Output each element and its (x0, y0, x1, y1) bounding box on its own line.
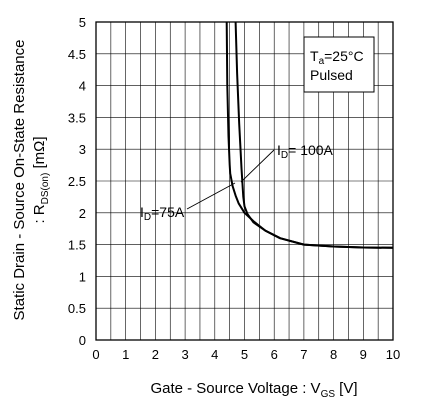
y-tick-label: 4 (79, 79, 86, 94)
x-tick-label: 2 (152, 347, 159, 362)
y-tick-label: 4.5 (68, 47, 86, 62)
x-tick-label: 10 (386, 347, 400, 362)
plot-frame (95, 21, 394, 341)
x-tick-labels: 0 1 2 3 4 5 6 7 8 9 10 (92, 347, 400, 362)
condition-box-frame (303, 36, 375, 93)
y-tick-labels: 0 0.5 1 1.5 2 2.5 3 3.5 4 4.5 5 (68, 15, 86, 348)
series-layer (225, 21, 394, 249)
y-tick-label: 3 (79, 142, 86, 157)
x-tick-label: 4 (211, 347, 218, 362)
y-axis-label-line2: : RDS(on) [mΩ] (31, 136, 51, 223)
y-tick-label: 3.5 (68, 110, 86, 125)
x-tick-label: 8 (330, 347, 337, 362)
x-tick-label: 7 (300, 347, 307, 362)
series-line-id100a (234, 21, 394, 249)
condition-pulsed: Pulsed (310, 67, 353, 83)
y-tick-label: 1 (79, 269, 86, 284)
y-tick-label: 1.5 (68, 238, 86, 253)
series-label-id100a: ID= 100A (277, 142, 334, 161)
series-label-id75a: ID=75A (140, 204, 185, 223)
x-tick-label: 3 (181, 347, 188, 362)
y-tick-label: 0.5 (68, 301, 86, 316)
y-tick-label: 2 (79, 206, 86, 221)
condition-box: Ta=25°C Pulsed (303, 36, 375, 93)
leader-line-id75a (186, 182, 236, 210)
x-tick-label: 5 (241, 347, 248, 362)
grid (96, 22, 393, 340)
y-tick-label: 5 (79, 15, 86, 30)
x-tick-label: 9 (360, 347, 367, 362)
condition-temperature: Ta=25°C (310, 48, 364, 67)
y-tick-label: 0 (79, 333, 86, 348)
y-tick-label: 2.5 (68, 174, 86, 189)
x-tick-label: 1 (122, 347, 129, 362)
leader-line-id100a (240, 149, 275, 183)
x-tick-label: 0 (92, 347, 99, 362)
x-tick-label: 6 (271, 347, 278, 362)
x-axis-label: Gate - Source Voltage : VGS [V] (150, 380, 357, 400)
y-axis-label-line1: Static Drain - Source On-State Resistanc… (11, 40, 28, 321)
